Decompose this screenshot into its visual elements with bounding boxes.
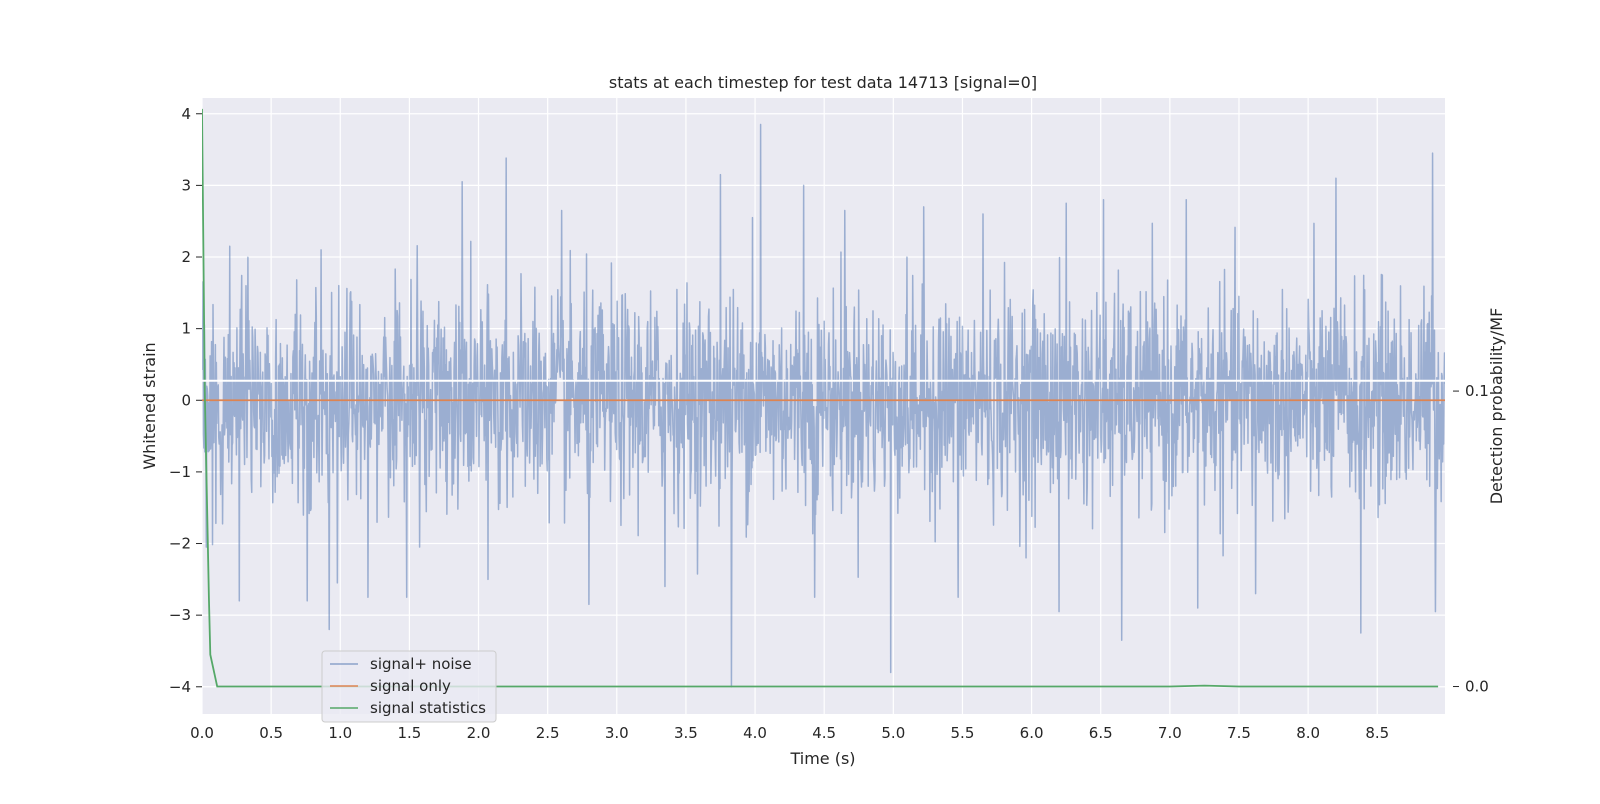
x-tick-label: 0.5	[259, 724, 283, 742]
y-tick-label: 3	[181, 176, 191, 194]
x-tick-label: 7.0	[1158, 724, 1182, 742]
x-tick-label: 3.5	[674, 724, 698, 742]
y2-axis-label: Detection probability/MF	[1487, 308, 1506, 505]
x-tick-label: 7.5	[1227, 724, 1251, 742]
legend-label-signal-statistics: signal statistics	[370, 699, 486, 717]
x-tick-label: 8.5	[1365, 724, 1389, 742]
x-tick-label: 2.0	[467, 724, 491, 742]
y-tick-label: −1	[169, 463, 191, 481]
x-tick-label: 2.5	[536, 724, 560, 742]
x-tick-label: 8.0	[1296, 724, 1320, 742]
x-tick-label: 4.5	[812, 724, 836, 742]
x-tick-label: 3.0	[605, 724, 629, 742]
x-tick-label: 5.5	[951, 724, 975, 742]
x-tick-label: 1.5	[397, 724, 421, 742]
y-tick-label: 1	[181, 320, 191, 338]
y-tick-label: −3	[169, 606, 191, 624]
x-tick-label: 6.5	[1089, 724, 1113, 742]
x-axis-label: Time (s)	[789, 749, 855, 768]
x-tick-label: 1.0	[328, 724, 352, 742]
tick-layer: 0.0 0.5 1.0 1.5 2.0 2.5 3.0 3.5 4.0 4.5 5.0 5.5 6.0 6…	[169, 105, 1489, 742]
data-layer	[202, 108, 1445, 688]
y-tick-label: 0	[181, 391, 191, 409]
chart-title: stats at each timestep for test data 147…	[609, 73, 1037, 92]
series-signal-noise-line	[202, 123, 1445, 688]
y2-tick-label: 0.0	[1465, 678, 1489, 696]
x-tick-label: 0.0	[190, 724, 214, 742]
y-tick-label: −2	[169, 535, 191, 553]
series-signal-statistics-line	[202, 108, 1439, 688]
x-tick-label: 5.0	[881, 724, 905, 742]
y-tick-label: −4	[169, 678, 191, 696]
legend-box	[321, 650, 497, 723]
legend-label-signal-only: signal only	[370, 677, 451, 695]
y-axis-label: Whitened strain	[140, 342, 159, 469]
legend: signal+ noise signal only signal statist…	[321, 650, 497, 723]
y-tick-label: 2	[181, 248, 191, 266]
x-tick-label: 4.0	[743, 724, 767, 742]
y-tick-label: 4	[181, 105, 191, 123]
y2-tick-label: 0.1	[1465, 382, 1489, 400]
legend-label-signal-noise: signal+ noise	[370, 655, 472, 673]
x-tick-label: 6.0	[1020, 724, 1044, 742]
